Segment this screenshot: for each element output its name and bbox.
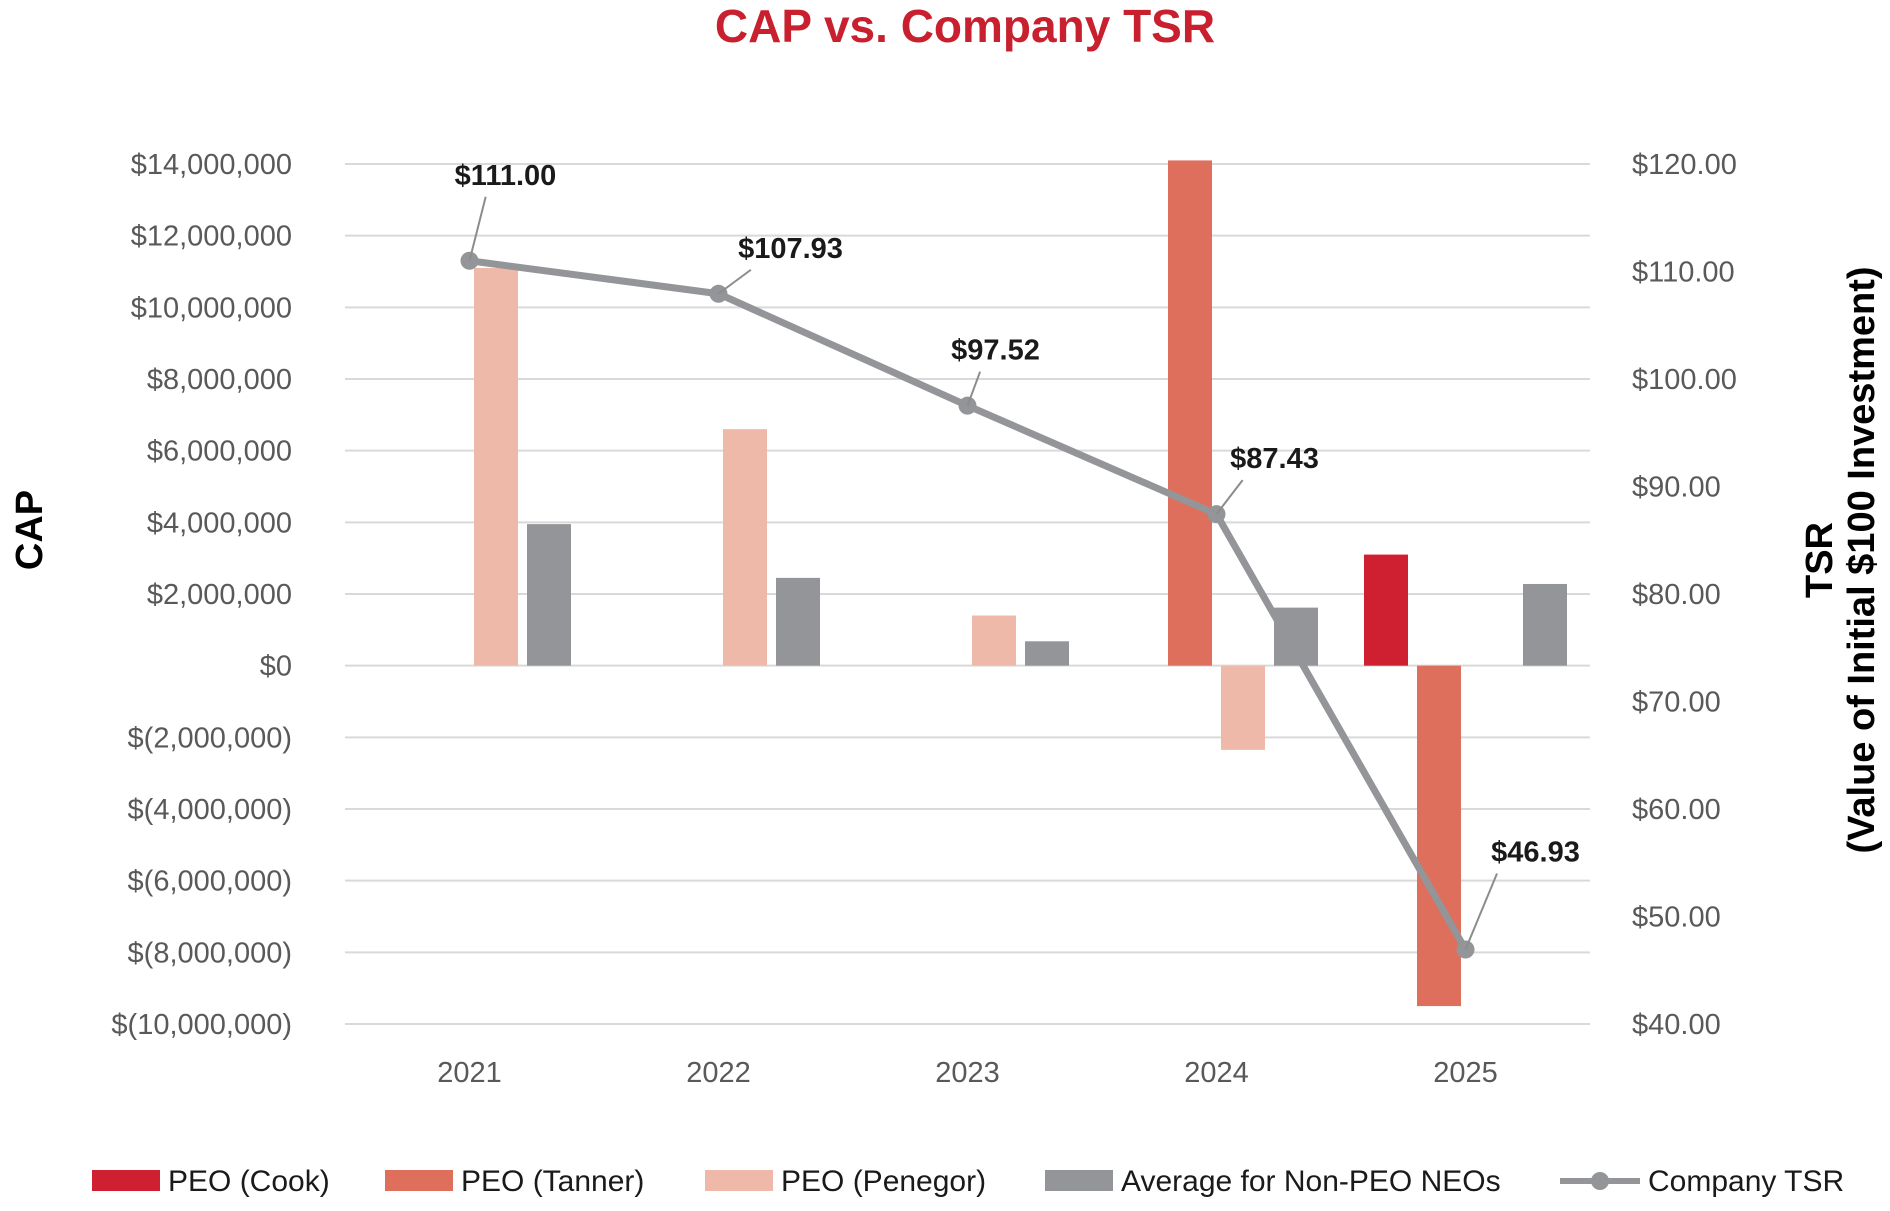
left-tick-label: $8,000,000: [147, 364, 292, 396]
right-tick-label: $90.00: [1632, 472, 1721, 504]
legend-swatch-marker: [1591, 1172, 1609, 1190]
tsr-data-label: $111.00: [455, 160, 557, 192]
bar: [1168, 160, 1212, 666]
left-tick-label: $(6,000,000): [128, 866, 292, 898]
bar: [972, 615, 1016, 666]
legend-swatch: [705, 1170, 773, 1191]
left-tick-label: $(8,000,000): [128, 937, 292, 969]
x-tick-label: 2025: [1433, 1057, 1498, 1089]
right-tick-label: $120.00: [1632, 149, 1737, 181]
right-tick-label: $110.00: [1632, 257, 1735, 289]
tsr-data-label: $46.93: [1491, 837, 1580, 869]
left-tick-label: $0: [260, 651, 292, 683]
left-tick-label: $10,000,000: [131, 292, 292, 324]
x-tick-label: 2021: [437, 1057, 502, 1089]
legend-label: Company TSR: [1648, 1165, 1844, 1198]
legend-label: PEO (Cook): [168, 1165, 330, 1198]
x-tick-label: 2022: [686, 1057, 751, 1089]
right-axis-ticks: $120.00 $110.00 $100.00 $90.00 $80.00 $70.00 $…: [1632, 149, 1737, 1041]
right-tick-label: $70.00: [1632, 687, 1721, 719]
left-tick-label: $2,000,000: [147, 579, 292, 611]
tsr-leader-line: [1464, 873, 1498, 950]
left-tick-label: $(2,000,000): [128, 722, 292, 754]
tsr-leader-line: [1215, 479, 1244, 515]
bar: [1417, 665, 1461, 1007]
right-tick-label: $60.00: [1632, 794, 1721, 826]
bar: [723, 429, 767, 666]
legend-swatch: [92, 1170, 160, 1191]
legend-label: PEO (Tanner): [461, 1165, 644, 1198]
left-tick-label: $6,000,000: [147, 436, 292, 468]
right-axis-title-line2: (Value of Initial $100 Investment): [1841, 266, 1883, 853]
bar: [1523, 583, 1567, 666]
bar: [527, 524, 571, 666]
legend-swatch: [1045, 1170, 1113, 1191]
bar: [1025, 641, 1069, 666]
x-tick-label: 2023: [935, 1057, 1000, 1089]
bar: [1221, 665, 1265, 750]
tsr-data-label: $107.93: [738, 233, 843, 265]
bar: [474, 267, 518, 666]
legend-label: Average for Non-PEO NEOs: [1121, 1165, 1501, 1198]
right-axis-title-line1: TSR: [1799, 522, 1841, 598]
x-axis-ticks: 2021 2022 2023 2024 2025: [437, 1057, 1498, 1089]
chart-title: CAP vs. Company TSR: [715, 0, 1215, 52]
right-tick-label: $40.00: [1632, 1009, 1721, 1041]
left-tick-label: $(10,000,000): [111, 1009, 292, 1041]
right-tick-label: $80.00: [1632, 579, 1721, 611]
left-tick-label: $14,000,000: [131, 149, 292, 181]
left-tick-label: $12,000,000: [131, 221, 292, 253]
legend-swatch: [385, 1170, 453, 1191]
legend-label: PEO (Penegor): [781, 1165, 986, 1198]
tsr-leader-line: [717, 268, 752, 295]
tsr-leader-line: [966, 371, 982, 407]
legend: PEO (Cook) PEO (Tanner) PEO (Penegor) Avera…: [92, 1165, 1844, 1198]
bar: [776, 577, 820, 666]
x-tick-label: 2024: [1184, 1057, 1249, 1089]
left-tick-label: $(4,000,000): [128, 794, 292, 826]
bars: [474, 160, 1567, 1007]
bar: [1364, 554, 1408, 666]
left-axis-title: CAP: [9, 490, 51, 570]
left-axis-ticks: $14,000,000 $12,000,000 $10,000,000 $8,000,…: [111, 149, 292, 1041]
tsr-data-label: $97.52: [951, 335, 1040, 367]
right-tick-label: $100.00: [1632, 364, 1737, 396]
left-tick-label: $4,000,000: [147, 507, 292, 539]
right-tick-label: $50.00: [1632, 902, 1721, 934]
tsr-leader-line: [468, 196, 487, 261]
tsr-labels: $111.00 $107.93 $97.52 $87.43 $46.93: [455, 160, 1580, 950]
tsr-data-label: $87.43: [1230, 443, 1319, 475]
